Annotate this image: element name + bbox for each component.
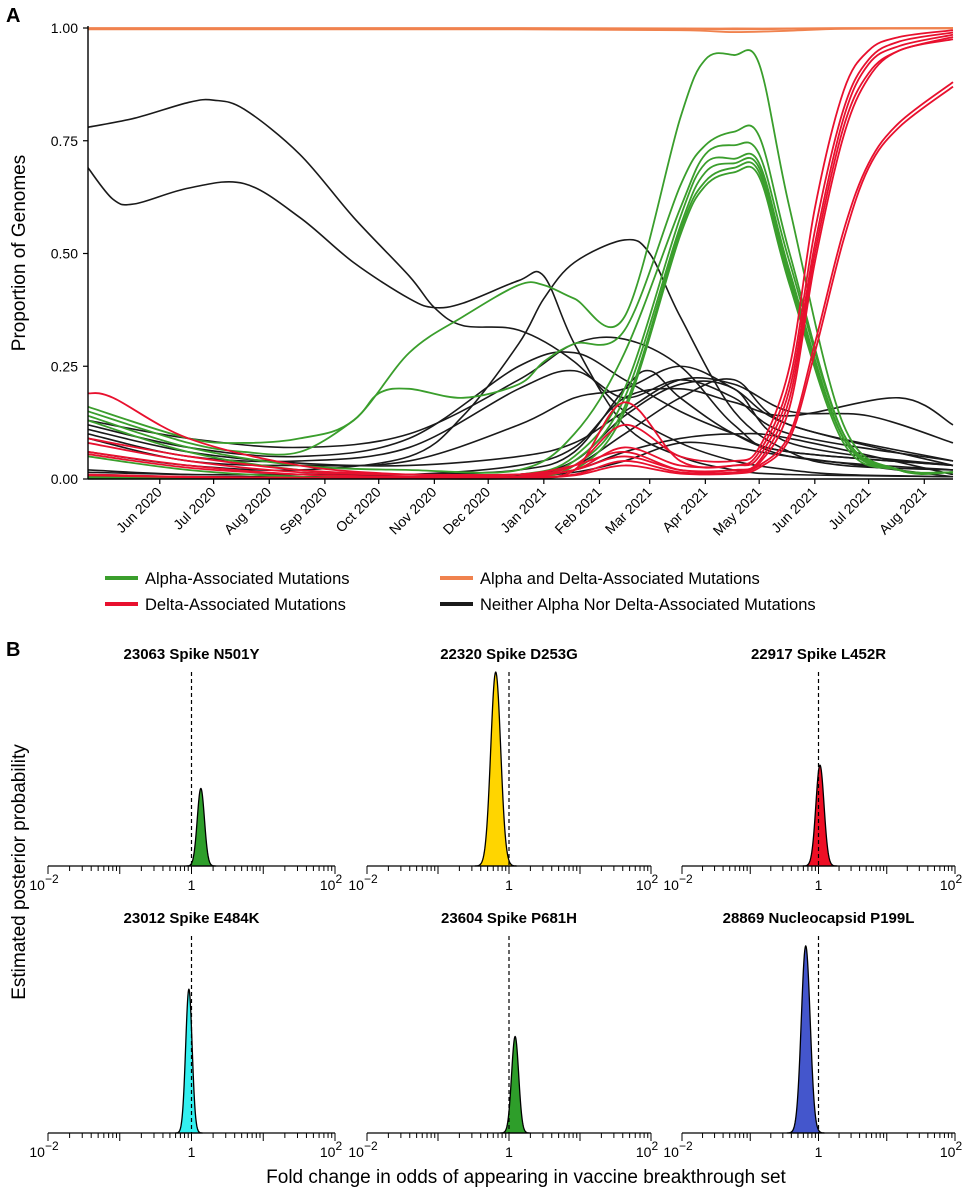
x-tick-exponent: 2 [335,872,342,886]
x-tick-label: 1 [505,1144,513,1160]
density-panel: 23012 Spike E484K 10−2 1 102 [29,910,342,1160]
x-tick-label: Nov 2020 [386,484,440,538]
x-tick-label: Jun 2020 [113,484,165,536]
x-tick-label: 10−2 [348,1139,378,1160]
series-lines [88,27,954,480]
x-tick-label: Jun 2021 [768,484,820,536]
density-area [474,671,518,867]
x-tick-label: 102 [320,1139,343,1160]
y-axis-label: Estimated posterior probability [9,744,30,1000]
x-axis-label: Fold change in odds of appearing in vacc… [266,1167,786,1188]
alpha-series-line-18 [88,124,954,475]
density-panel: 23604 Spike P681H 10−2 1 102 [348,910,658,1160]
x-tick-exponent: 2 [955,872,962,886]
legend-item: Neither Alpha Nor Delta-Associated Mutat… [440,596,816,614]
x-tick-label: Aug 2020 [221,484,275,538]
delta-series-line-26 [88,33,954,476]
x-tick-label: Dec 2020 [440,484,494,538]
y-tick-label: 0.75 [51,133,78,149]
density-panel: 22320 Spike D253G 10−2 1 102 [348,646,658,893]
y-tick-label: 0.25 [51,358,78,374]
x-tick-label: Apr 2021 [659,484,711,536]
x-tick-label: 102 [940,872,963,893]
legend-item: Delta-Associated Mutations [105,596,346,614]
x-tick-exponent: −2 [45,872,59,886]
legend: Alpha-Associated Mutations Alpha and Delt… [105,570,816,614]
x-tick-exponent: 2 [651,872,658,886]
density-panel: 22917 Spike L452R 10−2 1 102 [663,646,962,893]
density-area [174,988,204,1134]
x-tick-label: 10−2 [663,872,693,893]
panel-title: 22320 Spike D253G [440,646,578,663]
x-tick-exponent: −2 [364,872,378,886]
y-tick-label: 0.00 [51,471,78,487]
delta-series-line-30 [88,85,954,480]
panel-title: 28869 Nucleocapsid P199L [723,910,915,927]
panel-title: 23604 Spike P681H [441,910,577,927]
x-tick-label: Aug 2021 [876,484,930,538]
x-tick-exponent: −2 [364,1139,378,1153]
x-tick-exponent: 2 [335,1139,342,1153]
legend-item: Alpha-Associated Mutations [105,570,350,588]
alpha-series-line-17 [88,49,954,475]
panel-title: 22917 Spike L452R [751,646,886,663]
x-tick-label: Sep 2020 [276,484,330,538]
neither-series-line-3 [88,98,954,478]
x-tick-label: Jan 2021 [497,484,549,536]
x-tick-label: Mar 2021 [602,484,655,537]
legend-label: Neither Alpha Nor Delta-Associated Mutat… [480,596,816,614]
y-axis-label: Proportion of Genomes [9,155,30,351]
y-tick-label: 1.00 [51,20,78,36]
legend-label: Delta-Associated Mutations [145,596,346,614]
density-area [802,764,838,867]
x-tick-label: Oct 2020 [332,484,384,536]
x-tick-label: 1 [815,1144,823,1160]
density-area [786,945,826,1134]
x-tick-label: 10−2 [29,1139,59,1160]
delta-series-line-25 [88,31,954,478]
density-area [499,1035,531,1134]
delta-series-line-24 [88,29,954,477]
x-tick-exponent: 2 [955,1139,962,1153]
x-tick-label: Jul 2020 [170,484,219,533]
x-tick-label: Feb 2021 [551,484,604,537]
x-tick-label: 102 [940,1139,963,1160]
x-tick-exponent: −2 [679,1139,693,1153]
delta-series-line-28 [88,38,954,479]
x-tick-exponent: 2 [651,1139,658,1153]
legend-item: Alpha and Delta-Associated Mutations [440,570,760,588]
x-tick-label: 10−2 [663,1139,693,1160]
x-tick-label: 10−2 [348,872,378,893]
x-tick-label: 1 [505,877,513,893]
panel-title: 23063 Spike N501Y [124,646,260,663]
x-tick-label: 102 [320,872,343,893]
y-tick-label: 0.50 [51,246,78,262]
legend-label: Alpha and Delta-Associated Mutations [480,570,760,588]
x-tick-label: May 2021 [710,484,765,539]
x-tick-label: 1 [188,877,196,893]
density-area [185,787,217,867]
x-tick-label: 102 [636,872,659,893]
x-tick-exponent: −2 [679,872,693,886]
neither-series-line-4 [88,167,954,478]
x-tick-label: Jul 2021 [825,484,874,533]
x-tick-label: 1 [815,877,823,893]
x-tick-label: 10−2 [29,872,59,893]
density-panel: 23063 Spike N501Y 10−2 1 102 [29,646,342,893]
alpha-delta-series-line-2 [88,27,954,30]
x-tick-label: 102 [636,1139,659,1160]
density-panel: 28869 Nucleocapsid P199L 10−2 1 102 [663,910,962,1160]
x-tick-label: 1 [188,1144,196,1160]
panel-a-letter: A [6,5,20,27]
panel-title: 23012 Spike E484K [124,910,260,927]
legend-label: Alpha-Associated Mutations [145,570,350,588]
x-tick-exponent: −2 [45,1139,59,1153]
panel-b-letter: B [6,639,20,661]
